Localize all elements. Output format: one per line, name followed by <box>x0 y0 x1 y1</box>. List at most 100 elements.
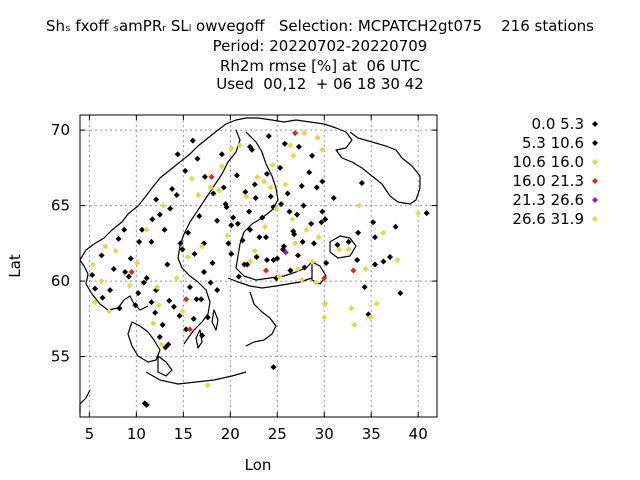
data-points <box>89 130 430 408</box>
station-point <box>298 276 305 283</box>
station-point <box>107 287 114 294</box>
station-point <box>277 164 284 171</box>
station-point <box>281 140 288 147</box>
station-point <box>164 261 171 268</box>
station-point <box>289 216 296 223</box>
legend: 0.0 5.35.3 10.610.6 16.016.0 21.321.3 26… <box>512 115 598 228</box>
station-point <box>139 226 146 233</box>
station-point <box>155 302 162 309</box>
station-point <box>148 238 155 245</box>
station-point <box>183 326 190 333</box>
station-point <box>356 202 363 209</box>
station-point <box>286 208 293 215</box>
station-point <box>228 145 235 152</box>
station-point <box>387 253 394 260</box>
station-point <box>263 267 270 274</box>
station-point <box>136 238 143 245</box>
station-point <box>330 195 337 202</box>
station-point <box>110 266 117 273</box>
station-point <box>159 321 166 328</box>
chart-title-line-3: Rh2m rmse [%] at 06 UTC <box>219 57 421 75</box>
station-point <box>246 208 253 215</box>
station-point <box>270 256 277 263</box>
station-point <box>92 285 99 292</box>
station-point <box>194 155 201 162</box>
station-point <box>308 220 315 227</box>
station-point <box>126 282 133 289</box>
station-point <box>152 309 159 316</box>
station-point <box>345 246 352 253</box>
chart-title-line-1: Shₛ fxoff ₛamPRᵣ SLₗ owvegoff Selection:… <box>46 17 594 35</box>
station-point <box>323 259 330 266</box>
gotland-island <box>211 309 219 331</box>
station-point <box>355 229 362 236</box>
station-point <box>267 184 274 191</box>
station-point <box>106 308 113 315</box>
station-point <box>179 246 186 253</box>
x-axis-label: Lon <box>245 456 272 474</box>
station-point <box>380 258 387 265</box>
station-point <box>301 264 308 271</box>
station-point <box>367 314 374 321</box>
station-point <box>265 133 272 140</box>
station-point <box>207 279 214 286</box>
station-point <box>371 261 378 268</box>
station-point <box>158 341 165 348</box>
station-point <box>128 269 135 276</box>
station-point <box>348 305 355 312</box>
legend-label: 5.3 10.6 <box>522 134 584 152</box>
station-point <box>321 314 328 321</box>
station-point <box>198 296 205 303</box>
station-point <box>261 178 268 185</box>
station-point <box>263 170 270 177</box>
station-point <box>373 300 380 307</box>
station-point <box>174 151 181 158</box>
station-point <box>208 173 215 180</box>
station-point <box>140 279 147 286</box>
station-point <box>218 163 225 170</box>
station-point <box>371 234 378 241</box>
station-point <box>247 143 254 150</box>
station-point <box>122 269 129 276</box>
station-point <box>235 273 242 280</box>
station-point <box>201 173 208 180</box>
x-tick-label: 30 <box>315 425 334 443</box>
station-point <box>309 152 316 159</box>
station-point <box>148 299 155 306</box>
station-point <box>90 261 97 268</box>
station-point <box>294 211 301 218</box>
station-point <box>134 259 141 266</box>
x-tick-label: 15 <box>174 425 193 443</box>
station-point <box>312 279 319 286</box>
station-point <box>313 184 320 191</box>
legend-marker <box>592 178 598 184</box>
station-point <box>233 172 240 179</box>
station-point <box>125 273 132 280</box>
station-point <box>270 364 277 371</box>
station-point <box>301 130 308 137</box>
axis-ticks: 5 10 15 20 25 30 35 40 55 60 65 70 <box>51 115 437 443</box>
legend-marker <box>592 159 598 165</box>
station-point <box>102 243 109 250</box>
station-point <box>263 234 270 241</box>
grid-lines <box>80 115 437 417</box>
station-point <box>273 205 280 212</box>
legend-marker <box>592 197 598 203</box>
station-point <box>214 217 221 224</box>
station-point <box>282 181 289 188</box>
station-point <box>298 182 305 189</box>
gulf-of-finland <box>227 277 313 289</box>
station-point <box>247 226 254 233</box>
russia-lakes <box>311 235 357 285</box>
station-point <box>218 151 225 158</box>
station-point <box>185 229 192 236</box>
station-point <box>362 266 369 273</box>
x-tick-label: 40 <box>409 425 428 443</box>
station-point <box>156 333 163 340</box>
station-point <box>292 130 299 137</box>
chart-title-line-2: Period: 20220702-20220709 <box>212 37 428 55</box>
station-point <box>269 161 276 168</box>
station-point <box>115 235 122 242</box>
station-point <box>322 216 329 223</box>
station-point <box>162 344 169 351</box>
